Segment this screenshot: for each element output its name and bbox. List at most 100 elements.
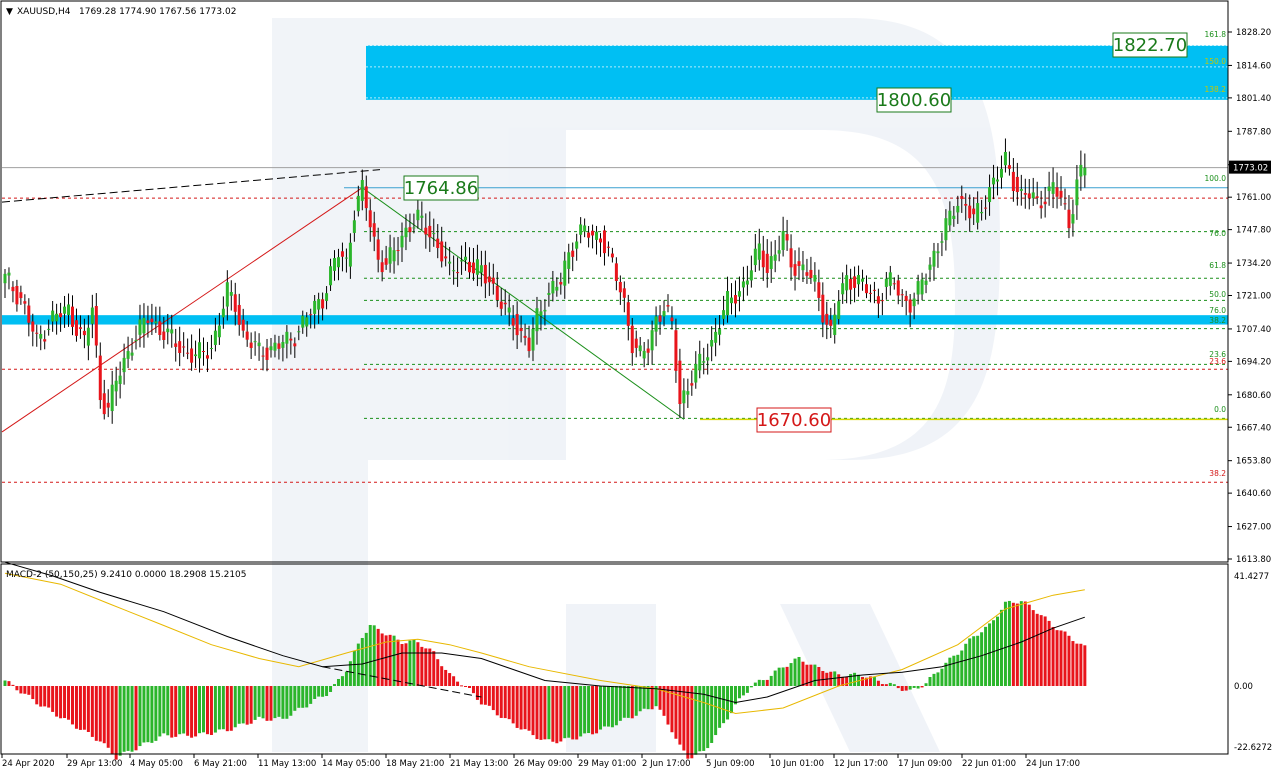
macd-histogram-bar [118, 686, 122, 756]
macd-histogram-bar [1015, 603, 1019, 686]
fib-level-label: 38.2 [1209, 316, 1226, 325]
macd-histogram-bar [666, 686, 670, 725]
macd-histogram-bar [63, 686, 67, 719]
macd-histogram-bar [440, 666, 444, 686]
candle-body [293, 343, 297, 347]
swing-high-label-box [403, 175, 479, 201]
candle-body [217, 325, 221, 338]
macd-histogram-bar [59, 686, 63, 719]
macd-histogram-bar [1071, 641, 1075, 686]
candle-body [7, 272, 11, 276]
candle-body [678, 360, 682, 405]
macd-histogram-bar [1067, 635, 1071, 686]
candle-body [924, 280, 928, 285]
candle-body [626, 302, 630, 326]
candle-body [531, 328, 535, 351]
candle-body [757, 243, 761, 260]
candle-body [142, 317, 146, 334]
candle-body [769, 256, 773, 269]
candle-body [432, 233, 436, 235]
macd-histogram-bar [348, 661, 352, 686]
candle-body [761, 250, 765, 268]
dropdown-arrow-icon[interactable]: ▼ [6, 7, 13, 17]
candle-body [15, 285, 19, 305]
macd-histogram-bar [674, 686, 678, 739]
macd-histogram-bar [976, 635, 980, 686]
candle-body [964, 203, 968, 206]
candle-body [313, 300, 317, 314]
macd-histogram-bar [892, 684, 896, 686]
candle-body [793, 264, 797, 276]
candle-body [872, 289, 876, 291]
candle-body [376, 239, 380, 260]
macd-histogram-bar [90, 686, 94, 737]
macd-histogram-bar [86, 686, 90, 732]
candle-body [1035, 196, 1039, 198]
macd-histogram-bar [972, 636, 976, 686]
candle-body [658, 315, 662, 322]
candle-body [265, 347, 269, 360]
candle-body [837, 301, 841, 320]
candle-body [745, 280, 749, 285]
macd-main-line [4, 561, 1085, 704]
macd-histogram-bar [567, 686, 571, 738]
macd-histogram-bar [912, 686, 916, 688]
candle-body [364, 186, 368, 209]
macd-histogram-bar [23, 686, 27, 694]
macd-histogram-bar [610, 686, 614, 728]
candle-body [547, 292, 551, 295]
macd-histogram-bar [471, 686, 475, 694]
candle-body [471, 262, 475, 274]
candle-body [225, 282, 229, 307]
candle-body [297, 331, 301, 333]
macd-histogram-bar [400, 644, 404, 686]
macd-histogram-bar [3, 680, 7, 686]
candle-body [868, 292, 872, 294]
macd-histogram-bar [380, 633, 384, 686]
macd-histogram-bar [1039, 615, 1043, 686]
macd-histogram-bar [420, 646, 424, 686]
macd-histogram-bar [511, 686, 515, 724]
candle-body [710, 339, 714, 347]
candle-body [984, 207, 988, 209]
candle-body [194, 354, 198, 357]
macd-histogram-bar [1059, 630, 1063, 686]
candle-body [47, 328, 51, 330]
candle-body [519, 328, 523, 332]
macd-histogram-bar [293, 686, 297, 711]
macd-histogram-bar [805, 664, 809, 686]
macd-pane-frame [0, 563, 1229, 755]
candle-body [722, 310, 726, 319]
fib-trend-line-down [362, 187, 685, 420]
candle-body [396, 250, 400, 252]
macd-histogram-bar [412, 639, 416, 686]
fib-level-label: 61.8 [1209, 261, 1226, 270]
macd-histogram-bar [257, 686, 261, 717]
macd-histogram-bar [190, 686, 194, 738]
candle-body [861, 278, 865, 282]
macd-histogram-bar [392, 635, 396, 686]
candle-body [595, 231, 599, 240]
macd-histogram-bar [765, 679, 769, 686]
candle-body [126, 351, 130, 359]
candle-body [134, 340, 138, 342]
macd-histogram-bar [1055, 630, 1059, 686]
candle-body [821, 294, 825, 323]
candle-body [460, 260, 464, 262]
macd-histogram-bar [884, 684, 888, 686]
main-pane-frame [0, 0, 1229, 563]
fib-level-label: 23.6 [1209, 357, 1226, 366]
candle-body [285, 331, 289, 344]
macd-histogram-bar [360, 637, 364, 686]
candle-body [1023, 193, 1027, 195]
candle-body [781, 231, 785, 251]
candle-body [305, 317, 309, 327]
target-high-label: 1822.70 [1113, 35, 1187, 56]
macd-histogram-bar [241, 686, 245, 724]
price-axis-label: 1814.60 [1236, 61, 1271, 71]
time-axis-label: 17 Jun 09:00 [898, 759, 952, 769]
macd-histogram-bar [853, 672, 857, 686]
macd-histogram-bar [1019, 601, 1023, 686]
